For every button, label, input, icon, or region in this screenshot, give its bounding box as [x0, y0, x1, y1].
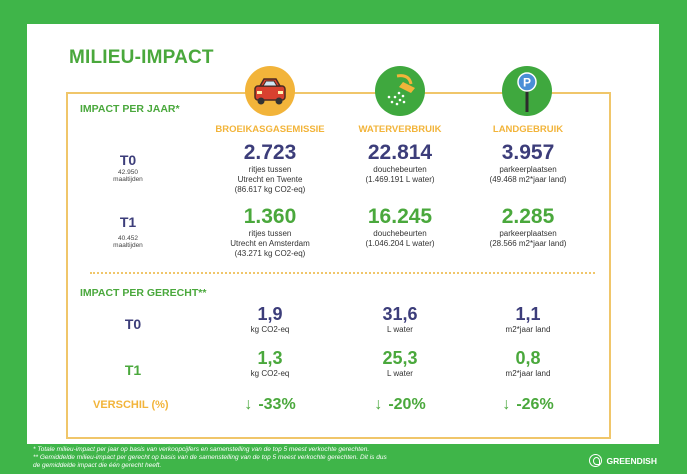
brand-logo: GREENDISH [589, 454, 657, 467]
description-line: ritjes tussen [248, 229, 292, 238]
row-meals-t1: 40.452 maaltijden [98, 235, 158, 250]
difference-label: VERSCHIL (%) [93, 399, 169, 411]
dish-t1-land-value: 0,8 [515, 348, 541, 368]
description-line: ritjes tussen [248, 165, 292, 174]
description-line: Utrecht en Amsterdam [230, 239, 310, 248]
meals-unit: maaltijden [113, 176, 143, 184]
meals-value: 42.950 [118, 169, 138, 176]
dish-t0-land-unit: m2*jaar land [505, 325, 551, 334]
description-line: (1.046.204 L water) [365, 239, 435, 248]
t0-land-description: parkeerplaatsen (49.468 m2*jaar land) [458, 165, 598, 185]
t0-emission-value: 2.723 [243, 141, 297, 164]
difference-value: -20% [388, 396, 426, 413]
description-line: douchebeurten [373, 229, 427, 238]
footnote-3: de gemiddelde impact die één gerecht hee… [33, 462, 162, 469]
meals-value: 40.452 [118, 235, 138, 242]
difference-emission: ↓ -33% [200, 396, 340, 414]
infographic-card [27, 24, 659, 444]
dish-t0-emission-unit: kg CO2-eq [250, 325, 290, 334]
t1-water-description: douchebeurten (1.046.204 L water) [330, 229, 470, 249]
dish-t1-emission-unit: kg CO2-eq [250, 369, 290, 378]
dish-t1-water-unit: L water [387, 369, 413, 378]
description-line: douchebeurten [373, 165, 427, 174]
difference-value: -33% [258, 396, 296, 413]
parking-icon: P [502, 66, 552, 116]
dish-row-label-t0: T0 [124, 316, 142, 332]
dish-t0-water-unit: L water [387, 325, 413, 334]
impact-per-year-heading: IMPACT PER JAAR* [80, 103, 180, 115]
row-meals-t0: 42.950 maaltijden [98, 169, 158, 184]
footnote-1: * Totale milieu-impact per jaar op basis… [33, 446, 370, 453]
impact-box [66, 92, 611, 439]
t0-land-value: 3.957 [501, 141, 555, 164]
svg-text:P: P [523, 76, 531, 90]
difference-value: -26% [516, 396, 554, 413]
difference-land: ↓ -26% [458, 396, 598, 414]
dish-t1-water-value: 25,3 [382, 348, 418, 368]
description-line: (86.617 kg CO2-eq) [234, 185, 306, 194]
t1-water-value: 16.245 [367, 205, 433, 228]
car-icon [245, 66, 295, 116]
description-line: parkeerplaatsen [499, 229, 557, 238]
description-line: parkeerplaatsen [499, 165, 557, 174]
row-label-t0: T0 [119, 152, 137, 168]
dish-t1-emission-value: 1,3 [257, 348, 283, 368]
brand-name: GREENDISH [606, 455, 657, 466]
column-heading-land: LANDGEBRUIK [492, 124, 564, 135]
footnote-2: ** Gemiddelde milieu-impact per gerecht … [33, 454, 387, 461]
page-title: MILIEU-IMPACT [69, 47, 214, 68]
t0-water-value: 22.814 [367, 141, 433, 164]
t0-emission-description: ritjes tussen Utrecht en Twente (86.617 … [200, 165, 340, 195]
section-divider [90, 272, 595, 274]
dish-t0-emission-value: 1,9 [257, 304, 283, 324]
dish-t0-water-value: 31,6 [382, 304, 418, 324]
arrow-down-icon: ↓ [244, 396, 253, 413]
arrow-down-icon: ↓ [374, 396, 383, 413]
description-line: Utrecht en Twente [237, 175, 303, 184]
arrow-down-icon: ↓ [502, 396, 511, 413]
description-line: (1.469.191 L water) [365, 175, 435, 184]
difference-water: ↓ -20% [330, 396, 470, 414]
description-line: (28.566 m2*jaar land) [489, 239, 567, 248]
t1-land-description: parkeerplaatsen (28.566 m2*jaar land) [458, 229, 598, 249]
dish-t1-land-unit: m2*jaar land [505, 369, 551, 378]
t1-emission-description: ritjes tussen Utrecht en Amsterdam (43.2… [200, 229, 340, 259]
column-heading-emission: BROEIKASGASEMISSIE [215, 124, 325, 135]
impact-per-dish-heading: IMPACT PER GERECHT** [80, 287, 207, 299]
row-label-t1: T1 [119, 214, 137, 230]
t1-land-value: 2.285 [501, 205, 555, 228]
dish-row-label-t1: T1 [124, 362, 142, 378]
dish-t0-land-value: 1,1 [515, 304, 541, 324]
t1-emission-value: 1.360 [243, 205, 297, 228]
description-line: (49.468 m2*jaar land) [489, 175, 567, 184]
t0-water-description: douchebeurten (1.469.191 L water) [330, 165, 470, 185]
greendish-logo-icon [589, 454, 603, 467]
shower-icon [375, 66, 425, 116]
meals-unit: maaltijden [113, 242, 143, 250]
description-line: (43.271 kg CO2-eq) [234, 249, 306, 258]
column-heading-water: WATERVERBRUIK [358, 124, 442, 135]
